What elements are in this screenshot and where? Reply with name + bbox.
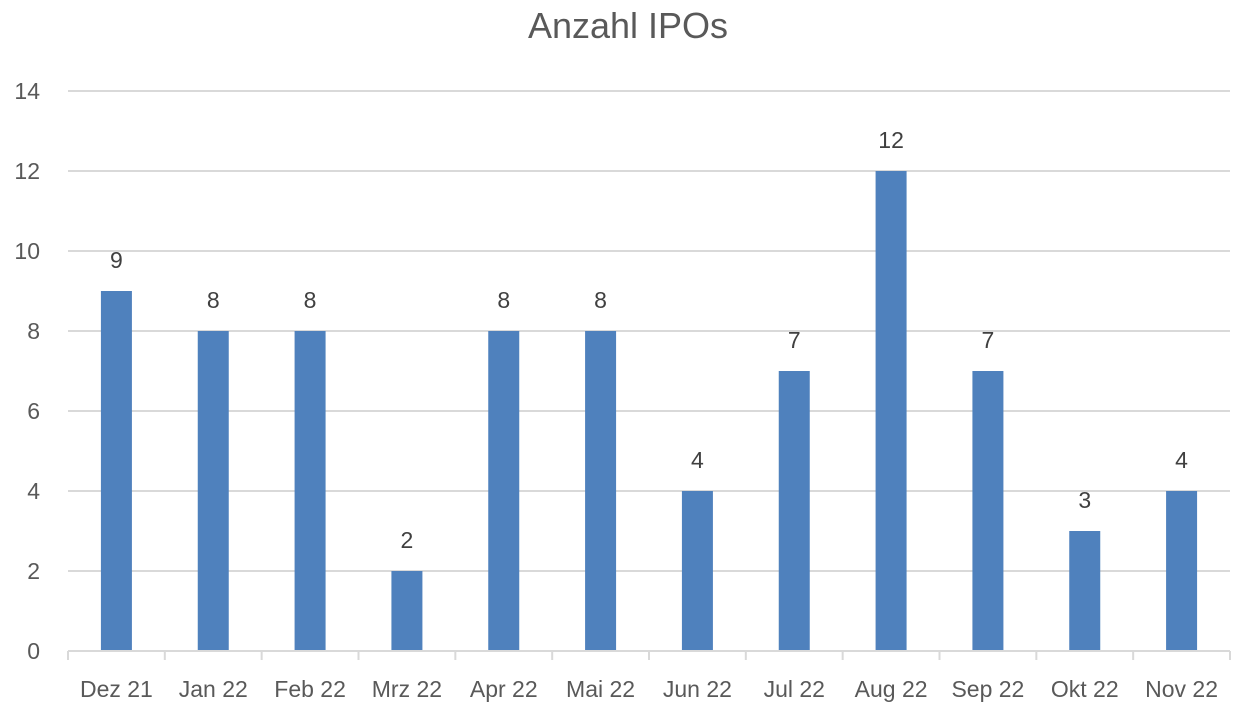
bar bbox=[585, 331, 617, 651]
y-tick-label: 2 bbox=[27, 558, 40, 584]
x-tick-label: Feb 22 bbox=[274, 676, 346, 702]
y-tick-label: 10 bbox=[14, 238, 40, 264]
chart-title: Anzahl IPOs bbox=[528, 5, 728, 46]
bar bbox=[681, 491, 713, 651]
data-label: 7 bbox=[788, 327, 801, 353]
x-tick-label: Mrz 22 bbox=[372, 676, 442, 702]
x-tick-label: Dez 21 bbox=[80, 676, 153, 702]
data-label: 4 bbox=[1175, 447, 1188, 473]
x-tick-label: Apr 22 bbox=[470, 676, 538, 702]
y-tick-label: 12 bbox=[14, 158, 40, 184]
x-tick-label: Sep 22 bbox=[951, 676, 1024, 702]
data-label: 2 bbox=[401, 527, 414, 553]
data-label: 9 bbox=[110, 247, 123, 273]
data-label: 8 bbox=[304, 287, 317, 313]
data-label: 3 bbox=[1078, 487, 1091, 513]
gridlines bbox=[68, 90, 1230, 572]
bar bbox=[391, 571, 423, 651]
y-tick-label: 14 bbox=[14, 78, 40, 104]
bar bbox=[197, 331, 229, 651]
bar bbox=[1069, 531, 1101, 651]
y-tick-label: 4 bbox=[27, 478, 40, 504]
data-labels: 9 8 8 2 8 8 4 7 12 7 3 4 bbox=[110, 127, 1188, 553]
data-label: 4 bbox=[691, 447, 704, 473]
bar bbox=[1166, 491, 1198, 651]
bar bbox=[875, 171, 907, 651]
data-label: 8 bbox=[497, 287, 510, 313]
bar bbox=[488, 331, 520, 651]
x-tick-label: Jan 22 bbox=[179, 676, 248, 702]
bar bbox=[294, 331, 326, 651]
x-tick-label: Nov 22 bbox=[1145, 676, 1218, 702]
data-label: 12 bbox=[878, 127, 904, 153]
x-tick-label: Okt 22 bbox=[1051, 676, 1119, 702]
bar bbox=[972, 371, 1004, 651]
y-axis-ticks: 0 2 4 6 8 10 12 14 bbox=[14, 78, 40, 664]
data-label: 8 bbox=[594, 287, 607, 313]
x-axis-ticks: Dez 21 Jan 22 Feb 22 Mrz 22 Apr 22 Mai 22 Jun … bbox=[80, 676, 1218, 702]
y-tick-label: 8 bbox=[27, 318, 40, 344]
x-axis bbox=[67, 650, 1231, 660]
x-tick-label: Jun 22 bbox=[663, 676, 732, 702]
bar bbox=[778, 371, 810, 651]
x-tick-label: Mai 22 bbox=[566, 676, 635, 702]
x-tick-label: Aug 22 bbox=[855, 676, 928, 702]
y-tick-label: 6 bbox=[27, 398, 40, 424]
data-label: 7 bbox=[982, 327, 995, 353]
data-label: 8 bbox=[207, 287, 220, 313]
bars bbox=[100, 171, 1198, 651]
y-tick-label: 0 bbox=[27, 638, 40, 664]
bar bbox=[100, 291, 132, 651]
x-tick-label: Jul 22 bbox=[764, 676, 825, 702]
